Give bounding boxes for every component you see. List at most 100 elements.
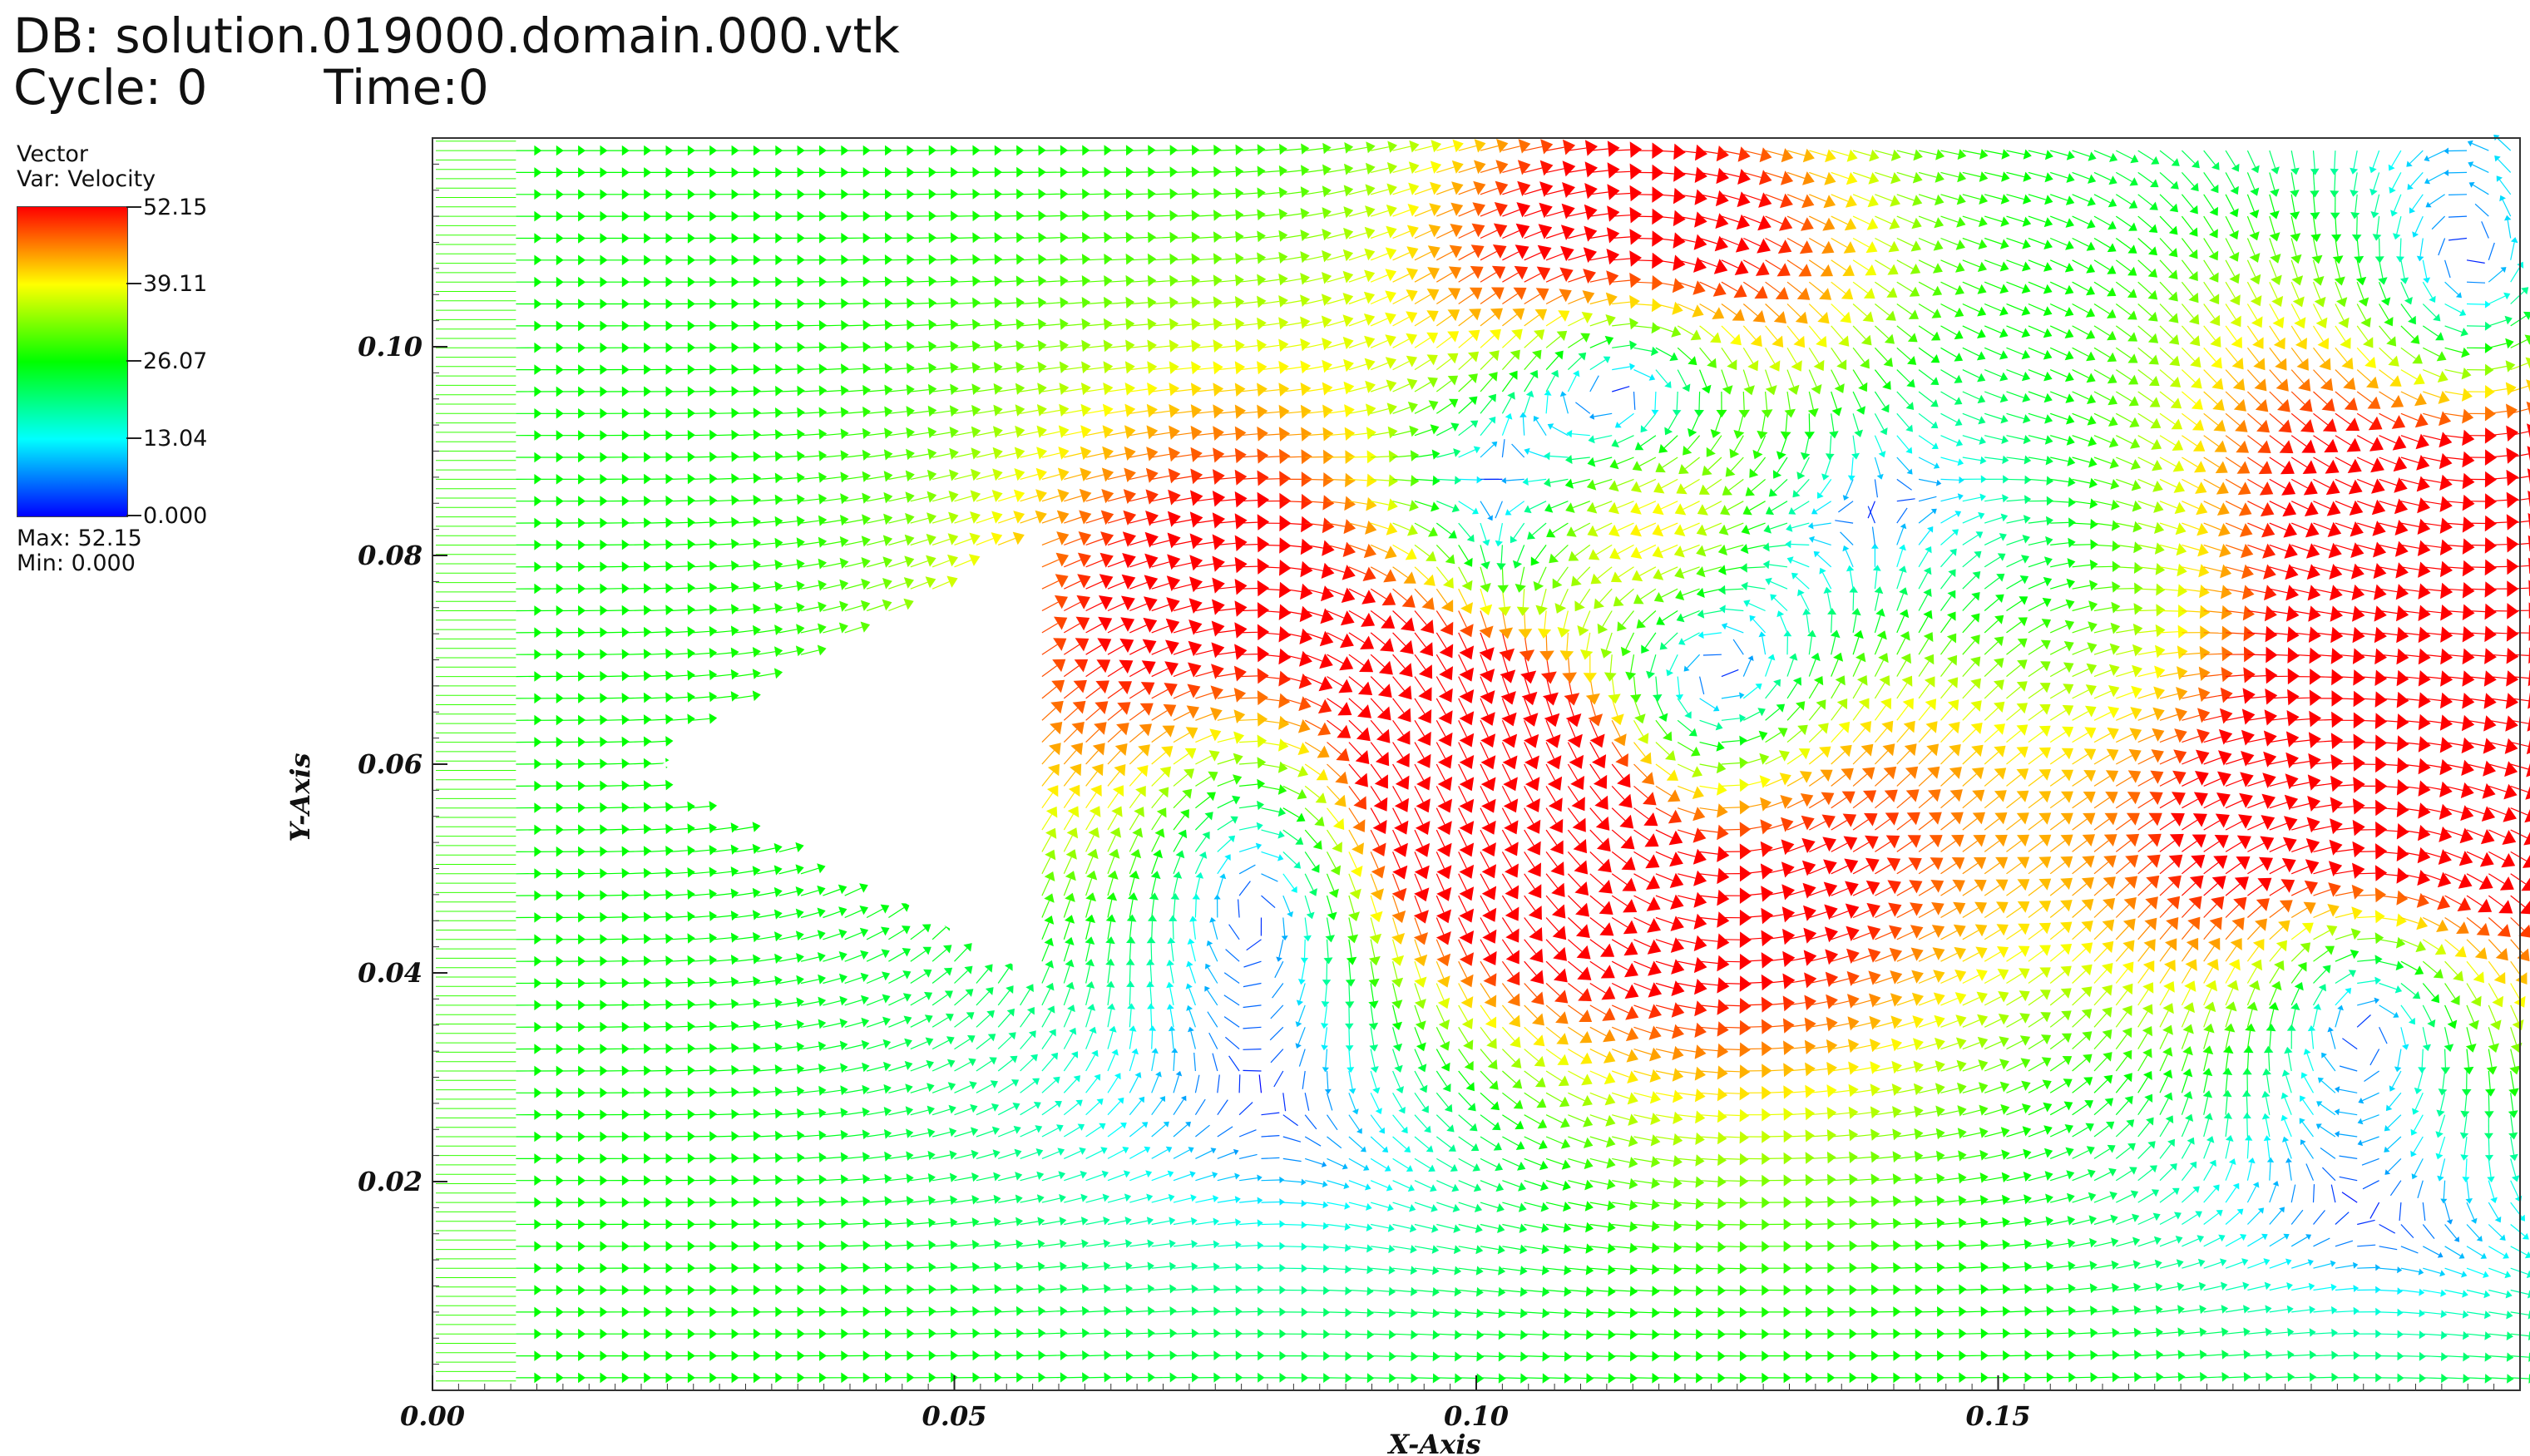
vector-shaft bbox=[1371, 478, 1390, 481]
vector-head bbox=[1386, 162, 1397, 175]
vector-shaft bbox=[1480, 917, 1490, 934]
vector-head bbox=[1146, 959, 1155, 965]
vector-head bbox=[1169, 383, 1180, 397]
vector-shaft bbox=[1064, 1376, 1083, 1379]
vector-shaft bbox=[1107, 1266, 1126, 1269]
vector-shaft bbox=[1480, 1289, 1499, 1293]
vector-shaft bbox=[1064, 495, 1082, 502]
vector-shaft bbox=[1173, 856, 1181, 875]
vector-shaft bbox=[1392, 1267, 1411, 1271]
vector-shaft bbox=[1207, 990, 1218, 1006]
vector-head bbox=[902, 970, 912, 980]
vector-shaft bbox=[1392, 1092, 1403, 1109]
vector-head bbox=[1279, 143, 1287, 155]
vector-shaft bbox=[1246, 939, 1262, 951]
vector-head bbox=[903, 1015, 912, 1025]
vector-shaft bbox=[954, 474, 973, 480]
vector-head bbox=[665, 933, 674, 945]
vector-shaft bbox=[998, 1332, 1017, 1335]
vector-shaft bbox=[823, 1000, 841, 1006]
vector-shaft bbox=[1305, 522, 1324, 526]
vector-shaft bbox=[1282, 917, 1286, 936]
vector-head bbox=[1082, 1328, 1090, 1339]
vector-shaft bbox=[1436, 1267, 1455, 1271]
vector-head bbox=[1482, 950, 1497, 965]
vector-head bbox=[775, 1174, 783, 1186]
vector-shaft bbox=[1064, 1174, 1082, 1182]
vector-shaft bbox=[1524, 230, 1542, 239]
vector-head bbox=[774, 1086, 783, 1097]
vector-shaft bbox=[778, 324, 798, 327]
vector-shaft bbox=[1085, 1173, 1104, 1182]
vector-shaft bbox=[1282, 501, 1302, 503]
vector-head bbox=[1213, 1284, 1221, 1294]
vector-shaft bbox=[1129, 813, 1140, 831]
vector-shaft bbox=[1392, 522, 1411, 531]
vector-head bbox=[1147, 1003, 1155, 1009]
vector-head bbox=[1344, 1202, 1351, 1210]
vector-head bbox=[1276, 956, 1282, 962]
vector-shaft bbox=[1085, 644, 1102, 655]
vector-shaft bbox=[757, 935, 776, 940]
vector-shaft bbox=[1195, 367, 1214, 371]
vector-shaft bbox=[1261, 411, 1280, 414]
vector-head bbox=[1498, 1266, 1506, 1276]
vector-head bbox=[1103, 339, 1113, 353]
vector-head bbox=[1060, 1372, 1068, 1383]
vector-shaft bbox=[1129, 730, 1144, 743]
vector-head bbox=[1035, 489, 1047, 503]
vector-head bbox=[643, 649, 652, 659]
vector-head bbox=[709, 473, 718, 484]
vector-head bbox=[1075, 638, 1090, 652]
vector-shaft bbox=[1193, 1052, 1196, 1072]
vector-head bbox=[862, 1152, 871, 1162]
vector-head bbox=[882, 1016, 891, 1026]
vector-head bbox=[1557, 1054, 1569, 1065]
vector-shaft bbox=[1195, 713, 1213, 721]
vector-shaft bbox=[1041, 1080, 1056, 1093]
vector-head bbox=[1191, 339, 1201, 353]
vector-head bbox=[1080, 1217, 1089, 1226]
vector-shaft bbox=[1414, 786, 1424, 803]
vector-shaft bbox=[1501, 632, 1508, 651]
vector-shaft bbox=[1501, 334, 1516, 348]
vector-head bbox=[1184, 748, 1197, 759]
vector-head bbox=[994, 318, 1003, 330]
vector-shaft bbox=[1480, 742, 1489, 759]
vector-head bbox=[1195, 871, 1204, 879]
vector-head bbox=[774, 451, 783, 462]
vector-shaft bbox=[757, 673, 776, 678]
vector-shaft bbox=[931, 432, 951, 437]
vector-shaft bbox=[625, 938, 645, 940]
vector-shaft bbox=[1173, 280, 1193, 283]
vector-head bbox=[1345, 1243, 1351, 1252]
vector-head bbox=[818, 1041, 827, 1052]
vector-head bbox=[1026, 1007, 1035, 1015]
vector-shaft bbox=[1193, 920, 1196, 940]
vector-head bbox=[752, 647, 761, 658]
vector-head bbox=[731, 1152, 739, 1164]
vector-shaft bbox=[1501, 829, 1512, 846]
vector-head bbox=[1146, 403, 1158, 418]
vector-head bbox=[687, 1065, 695, 1076]
vector-head bbox=[1451, 160, 1464, 174]
vector-shaft bbox=[1041, 750, 1055, 765]
vector-shaft bbox=[800, 1223, 820, 1226]
vector-head bbox=[1145, 1170, 1153, 1178]
vector-shaft bbox=[1217, 323, 1236, 327]
vector-head bbox=[862, 449, 871, 461]
vector-head bbox=[1508, 1014, 1520, 1028]
vector-head bbox=[1015, 254, 1025, 265]
vector-shaft bbox=[1282, 1093, 1287, 1112]
vector-head bbox=[1520, 670, 1537, 684]
vector-shaft bbox=[954, 388, 973, 392]
vector-head bbox=[1516, 606, 1529, 616]
vector-head bbox=[687, 582, 695, 594]
vector-head bbox=[1506, 971, 1520, 986]
vector-head bbox=[1407, 1184, 1415, 1192]
vector-head bbox=[992, 1149, 1001, 1158]
vector-head bbox=[862, 1240, 871, 1251]
vector-head bbox=[1386, 522, 1398, 536]
vector-shaft bbox=[800, 1090, 819, 1093]
vector-head bbox=[994, 1284, 1002, 1295]
